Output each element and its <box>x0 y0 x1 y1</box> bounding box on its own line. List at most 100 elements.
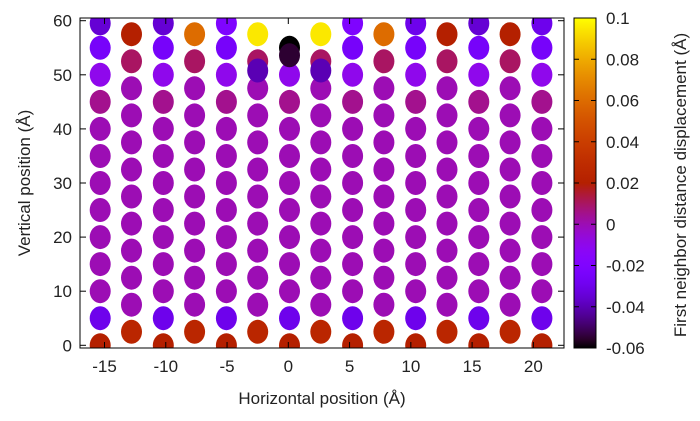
data-point <box>184 157 206 182</box>
data-point <box>247 211 269 236</box>
data-point <box>436 265 458 290</box>
colorbar-tick-label: -0.02 <box>606 257 645 276</box>
data-point <box>89 279 111 304</box>
data-point <box>215 171 237 195</box>
data-point <box>184 76 206 101</box>
data-point <box>468 252 490 277</box>
data-point <box>499 22 521 47</box>
data-point <box>184 130 206 155</box>
data-point <box>215 333 237 348</box>
data-point <box>89 333 111 348</box>
data-point <box>215 35 237 60</box>
data-point <box>373 49 395 74</box>
data-point <box>499 211 521 236</box>
data-point <box>121 76 142 101</box>
data-point <box>184 49 206 74</box>
data-point <box>215 116 237 141</box>
data-point <box>215 89 237 114</box>
data-point <box>121 22 142 47</box>
data-point <box>342 333 364 348</box>
data-point <box>310 130 332 155</box>
data-point <box>310 58 332 83</box>
data-point <box>499 292 521 317</box>
data-point <box>215 306 237 331</box>
data-point <box>247 319 269 344</box>
data-point <box>468 62 490 87</box>
data-point <box>373 22 395 47</box>
data-point <box>215 252 237 277</box>
data-point <box>215 18 237 36</box>
data-point <box>152 333 174 348</box>
data-point <box>121 130 142 155</box>
x-tick-label: 10 <box>401 357 420 376</box>
data-point <box>499 238 521 263</box>
data-point <box>89 306 111 331</box>
colorbar-tick-label: 0.04 <box>606 133 639 152</box>
data-point <box>468 279 490 304</box>
data-point <box>279 116 300 141</box>
data-point <box>468 333 490 348</box>
data-point <box>531 62 553 87</box>
data-point <box>247 103 269 128</box>
data-point <box>436 130 458 155</box>
data-point <box>405 144 427 168</box>
data-point <box>310 76 332 101</box>
data-point <box>279 252 300 277</box>
data-point <box>184 292 206 317</box>
data-point <box>531 198 553 222</box>
data-point <box>342 116 364 141</box>
data-point <box>436 103 458 128</box>
data-point <box>310 103 332 128</box>
data-point <box>247 130 269 155</box>
data-point <box>499 49 521 74</box>
data-point <box>405 333 427 348</box>
data-point <box>436 319 458 344</box>
data-point <box>405 198 427 222</box>
data-point <box>342 62 364 87</box>
data-point <box>279 171 300 195</box>
data-point <box>405 35 427 60</box>
data-point <box>89 18 111 36</box>
data-point <box>215 279 237 304</box>
data-point <box>342 35 364 60</box>
data-point <box>152 18 174 36</box>
data-point <box>310 265 332 290</box>
data-point <box>89 252 111 277</box>
data-point <box>436 292 458 317</box>
x-tick-label: -15 <box>92 357 117 376</box>
data-point <box>89 198 111 222</box>
colorbar-tick-label: 0.06 <box>606 92 639 111</box>
data-point <box>152 62 174 87</box>
data-point <box>531 18 553 36</box>
data-point <box>499 319 521 344</box>
data-point <box>373 211 395 236</box>
data-point <box>279 43 300 68</box>
data-point <box>342 306 364 331</box>
data-point <box>468 116 490 141</box>
data-point <box>247 76 269 101</box>
data-point <box>342 279 364 304</box>
data-point <box>215 144 237 168</box>
data-point <box>405 306 427 331</box>
data-point <box>89 35 111 60</box>
data-point <box>342 18 364 36</box>
colorbar-tick-label: 0 <box>606 215 615 234</box>
data-point <box>310 184 332 209</box>
data-point <box>405 116 427 141</box>
data-point <box>531 279 553 304</box>
data-point <box>310 319 332 344</box>
data-point <box>468 89 490 114</box>
data-point <box>499 130 521 155</box>
y-tick-label: 30 <box>53 174 72 193</box>
data-point <box>499 265 521 290</box>
y-tick-label: 50 <box>53 66 72 85</box>
y-axis-label: Vertical position (Å) <box>15 110 34 256</box>
data-point <box>342 171 364 195</box>
data-point <box>531 171 553 195</box>
data-point <box>89 62 111 87</box>
data-point <box>89 116 111 141</box>
data-point <box>121 103 142 128</box>
data-point <box>499 157 521 182</box>
data-point <box>342 252 364 277</box>
